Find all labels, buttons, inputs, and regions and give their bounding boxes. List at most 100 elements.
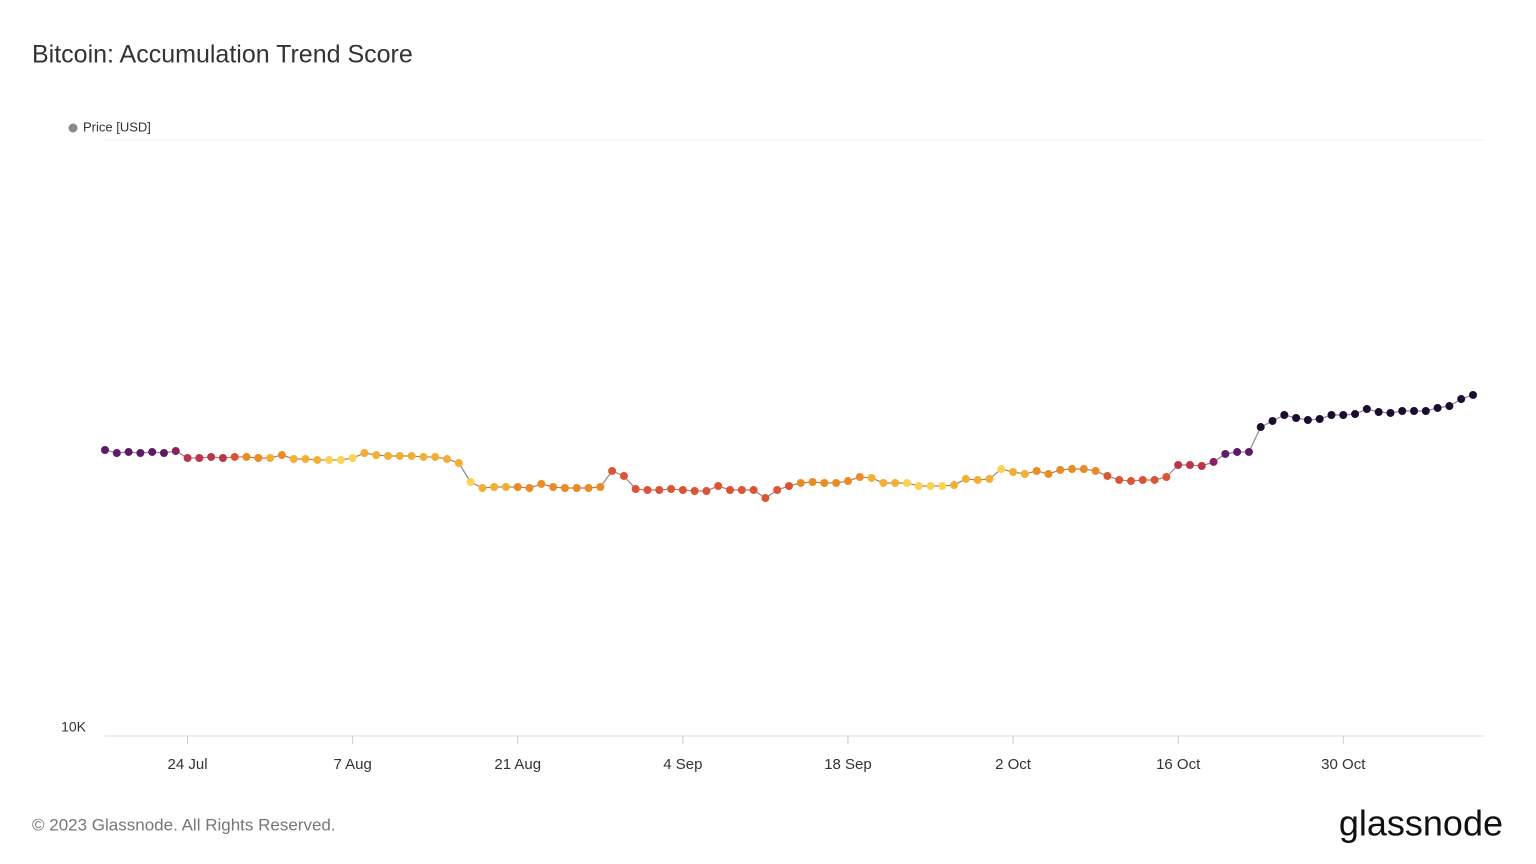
legend-marker — [68, 123, 78, 133]
x-tick-label: 7 Aug — [333, 756, 371, 773]
y-tick-label: 10K — [61, 719, 87, 735]
price-point — [1009, 468, 1018, 477]
x-tick-label: 21 Aug — [494, 756, 541, 773]
price-point — [372, 451, 381, 460]
price-point — [395, 451, 404, 460]
price-point — [384, 451, 393, 460]
price-point — [360, 449, 369, 458]
price-point — [301, 454, 310, 463]
price-point — [997, 465, 1006, 474]
price-point — [1044, 469, 1053, 478]
price-point — [466, 478, 475, 487]
legend-label: Price [USD] — [83, 119, 151, 134]
price-point — [667, 484, 676, 493]
price-point — [572, 483, 581, 492]
price-point — [348, 454, 357, 463]
price-point — [596, 482, 605, 491]
price-point — [631, 484, 640, 493]
x-tick-label: 30 Oct — [1321, 756, 1366, 773]
price-point — [1209, 457, 1218, 466]
price-point — [207, 452, 216, 461]
price-point — [1244, 447, 1253, 456]
price-point — [1127, 477, 1135, 486]
price-point — [289, 454, 298, 463]
price-point — [726, 485, 735, 494]
price-point — [112, 449, 121, 458]
price-point — [407, 451, 416, 460]
x-tick-label: 16 Oct — [1156, 756, 1201, 773]
price-point — [1410, 406, 1419, 415]
price-point — [1398, 406, 1407, 415]
price-point — [678, 485, 687, 494]
x-tick-label: 18 Sep — [824, 756, 872, 773]
price-point — [501, 482, 510, 491]
price-point — [1362, 405, 1371, 414]
price-point — [608, 466, 617, 475]
price-point — [737, 485, 746, 494]
price-point — [266, 454, 275, 463]
price-point — [973, 475, 982, 484]
price-point — [1091, 466, 1100, 475]
x-tick-label: 2 Oct — [995, 756, 1032, 773]
price-point — [218, 454, 227, 463]
price-point — [1032, 466, 1041, 475]
price-point — [902, 478, 911, 487]
price-point — [325, 455, 334, 464]
logo: glassnode — [1339, 803, 1503, 844]
price-point — [1056, 465, 1065, 474]
price-point — [1292, 414, 1301, 423]
price-point — [855, 473, 864, 482]
price-point — [277, 451, 286, 460]
price-point — [1457, 395, 1466, 404]
price-point — [867, 473, 876, 482]
footer: © 2023 Glassnode. All Rights Reserved. — [32, 815, 336, 834]
price-point — [1386, 408, 1395, 417]
price-point — [1174, 461, 1183, 470]
price-point — [1421, 406, 1430, 415]
price-point — [584, 483, 593, 492]
price-point — [749, 485, 758, 494]
price-point — [443, 454, 451, 463]
price-point — [1445, 402, 1454, 411]
price-point — [1374, 408, 1383, 417]
price-point — [1162, 473, 1171, 482]
price-point — [950, 481, 959, 490]
price-point — [843, 477, 852, 486]
price-point — [655, 485, 664, 494]
price-point — [195, 454, 204, 463]
price-point — [1469, 390, 1477, 399]
price-point — [914, 482, 923, 491]
price-point — [431, 452, 440, 461]
price-point — [313, 455, 322, 464]
price-point — [702, 486, 711, 495]
price-point — [808, 478, 817, 487]
price-point — [619, 471, 628, 480]
x-tick-label: 4 Sep — [663, 756, 702, 773]
price-point — [690, 486, 699, 495]
price-point — [419, 452, 428, 461]
price-point — [560, 483, 569, 492]
price-point — [961, 474, 970, 483]
price-point — [1115, 475, 1124, 484]
price-point — [985, 474, 994, 483]
price-point — [926, 482, 935, 491]
price-point — [1351, 410, 1360, 419]
price-point — [1068, 465, 1077, 474]
price-point — [454, 459, 463, 468]
price-point — [513, 482, 522, 491]
price-point — [1185, 461, 1194, 470]
price-point — [171, 447, 180, 456]
price-point — [1233, 447, 1242, 456]
price-point — [490, 482, 499, 491]
price-point — [1020, 469, 1029, 478]
x-tick-label: 24 Jul — [168, 756, 208, 773]
price-point — [773, 485, 782, 494]
price-point — [1327, 410, 1336, 419]
price-point — [1339, 410, 1348, 419]
price-point — [832, 478, 841, 487]
price-point — [183, 454, 192, 463]
price-point — [1221, 449, 1230, 458]
price-point — [1280, 410, 1289, 419]
price-point — [1433, 403, 1442, 412]
